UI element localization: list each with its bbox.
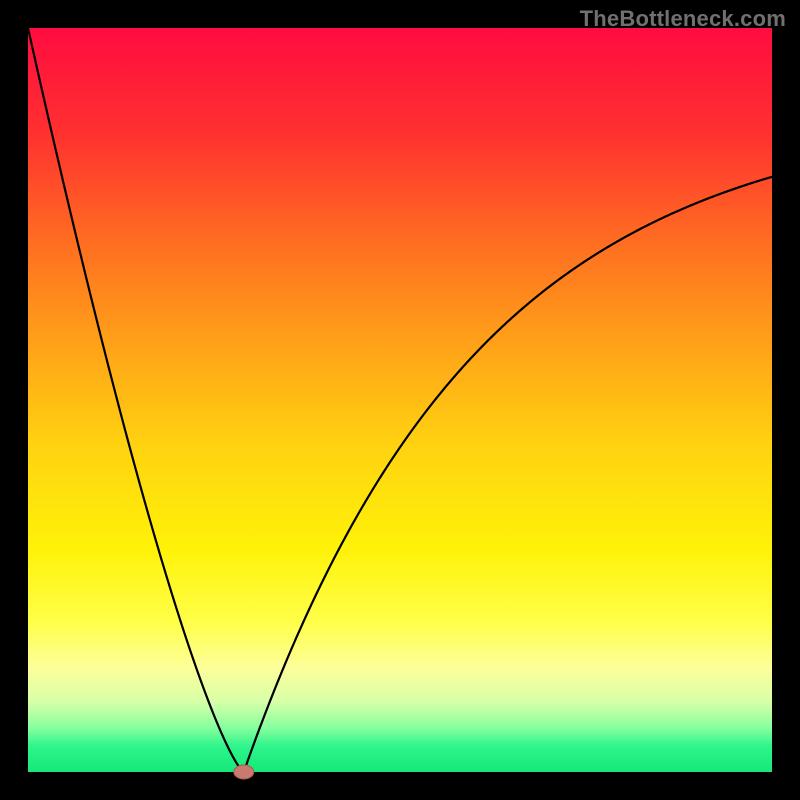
plot-background: [28, 28, 772, 772]
minimum-marker: [234, 765, 254, 779]
watermark-text: TheBottleneck.com: [580, 6, 786, 32]
bottleneck-curve-chart: [0, 0, 800, 800]
chart-container: TheBottleneck.com: [0, 0, 800, 800]
